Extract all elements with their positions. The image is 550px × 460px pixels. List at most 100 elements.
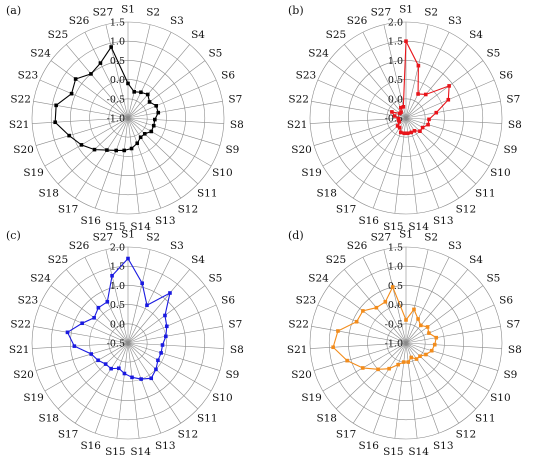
- radar-spoke: [405, 342, 477, 410]
- radial-tick-label: 1.0: [110, 281, 125, 292]
- category-label: S23: [18, 294, 39, 306]
- category-label: S21: [9, 344, 30, 356]
- category-label: S17: [58, 429, 79, 441]
- data-point: [402, 131, 407, 136]
- data-point: [105, 300, 110, 304]
- category-label: S19: [301, 392, 322, 404]
- category-label: S6: [221, 294, 235, 306]
- radar-spoke: [127, 117, 212, 167]
- data-point: [109, 366, 113, 371]
- radar-spoke: [127, 117, 221, 146]
- data-point: [130, 375, 134, 380]
- category-label: S21: [287, 119, 308, 131]
- data-point: [419, 323, 423, 328]
- data-point: [374, 305, 379, 310]
- radar-panels: S1 S2S3S4S5S6S7S8S9S10S11S12S13S14S15S16S…: [6, 4, 522, 458]
- radial-tick-label: 1.5: [388, 243, 403, 254]
- radar-spoke: [405, 32, 450, 119]
- radar-spoke: [405, 44, 468, 119]
- data-point: [96, 358, 100, 363]
- category-label: S3: [448, 240, 462, 252]
- radar-spoke: [127, 117, 199, 185]
- radar-spoke: [394, 342, 407, 439]
- panel-label: (b): [288, 4, 304, 17]
- category-label: S19: [23, 392, 44, 404]
- category-label: S25: [48, 254, 69, 266]
- category-label: S4: [191, 29, 205, 41]
- category-label: S10: [490, 392, 511, 404]
- data-point: [126, 256, 130, 261]
- radar-spoke: [127, 342, 182, 424]
- radar-spoke: [127, 342, 140, 439]
- category-label: S16: [80, 440, 101, 452]
- radial-tick-label: 1.0: [388, 262, 403, 273]
- category-label: S19: [301, 167, 322, 179]
- radar-spoke: [335, 117, 407, 185]
- radar-spoke: [105, 249, 129, 344]
- radar-spoke: [33, 101, 129, 119]
- data-point: [416, 92, 420, 96]
- category-label: S8: [508, 119, 522, 131]
- data-point: [80, 321, 84, 326]
- category-label: S1: [121, 4, 135, 16]
- data-point: [103, 362, 108, 366]
- data-point: [149, 129, 154, 134]
- radar-spoke: [127, 342, 212, 392]
- category-label: S7: [228, 319, 242, 331]
- category-label: S14: [408, 446, 429, 458]
- category-label: S22: [288, 94, 309, 106]
- data-point: [416, 63, 421, 68]
- data-point: [117, 366, 121, 371]
- radar-spoke: [372, 342, 407, 434]
- category-label: S7: [228, 94, 242, 106]
- category-label: S25: [48, 29, 69, 41]
- data-point: [414, 357, 419, 361]
- data-point: [149, 376, 154, 381]
- category-label: S3: [170, 15, 184, 27]
- radar-spoke: [127, 117, 162, 209]
- radar-spoke: [66, 44, 129, 119]
- data-point: [156, 358, 160, 363]
- category-label: S18: [38, 187, 59, 199]
- radial-tick-label: 1.0: [388, 56, 403, 67]
- radar-spoke: [405, 117, 490, 167]
- category-label: S13: [433, 215, 454, 227]
- category-label: S10: [212, 167, 233, 179]
- data-point: [418, 354, 422, 358]
- data-point: [376, 367, 380, 372]
- data-point: [154, 104, 159, 108]
- radar-spoke: [352, 342, 407, 424]
- radar-spoke: [84, 32, 129, 119]
- radar-spoke: [310, 342, 407, 349]
- data-point: [399, 110, 403, 114]
- data-point: [361, 309, 365, 313]
- data-point: [432, 342, 437, 347]
- radial-tick-label: 0.5: [388, 281, 403, 292]
- category-label: S7: [506, 319, 520, 331]
- radar-spoke: [127, 60, 206, 119]
- data-point: [406, 360, 411, 364]
- data-point: [142, 132, 147, 136]
- category-label: S10: [490, 167, 511, 179]
- radial-tick-label: 0.5: [110, 300, 125, 311]
- radar-spoke: [127, 24, 151, 119]
- category-label: S22: [10, 94, 31, 106]
- category-label: S21: [287, 344, 308, 356]
- data-point: [114, 148, 118, 153]
- radar-spoke: [405, 285, 484, 344]
- data-point: [164, 334, 168, 339]
- category-label: S4: [191, 254, 205, 266]
- category-label: S5: [208, 47, 222, 59]
- data-point: [423, 92, 428, 97]
- category-label: S18: [316, 412, 337, 424]
- category-label: S22: [288, 319, 309, 331]
- radar-spoke: [127, 342, 221, 371]
- radar-spoke: [405, 249, 429, 344]
- radial-tick-label: 0.0: [388, 300, 403, 311]
- category-label: S14: [408, 221, 429, 233]
- data-point: [427, 331, 431, 335]
- data-point: [145, 92, 150, 97]
- data-point: [65, 330, 70, 335]
- data-point: [405, 131, 410, 136]
